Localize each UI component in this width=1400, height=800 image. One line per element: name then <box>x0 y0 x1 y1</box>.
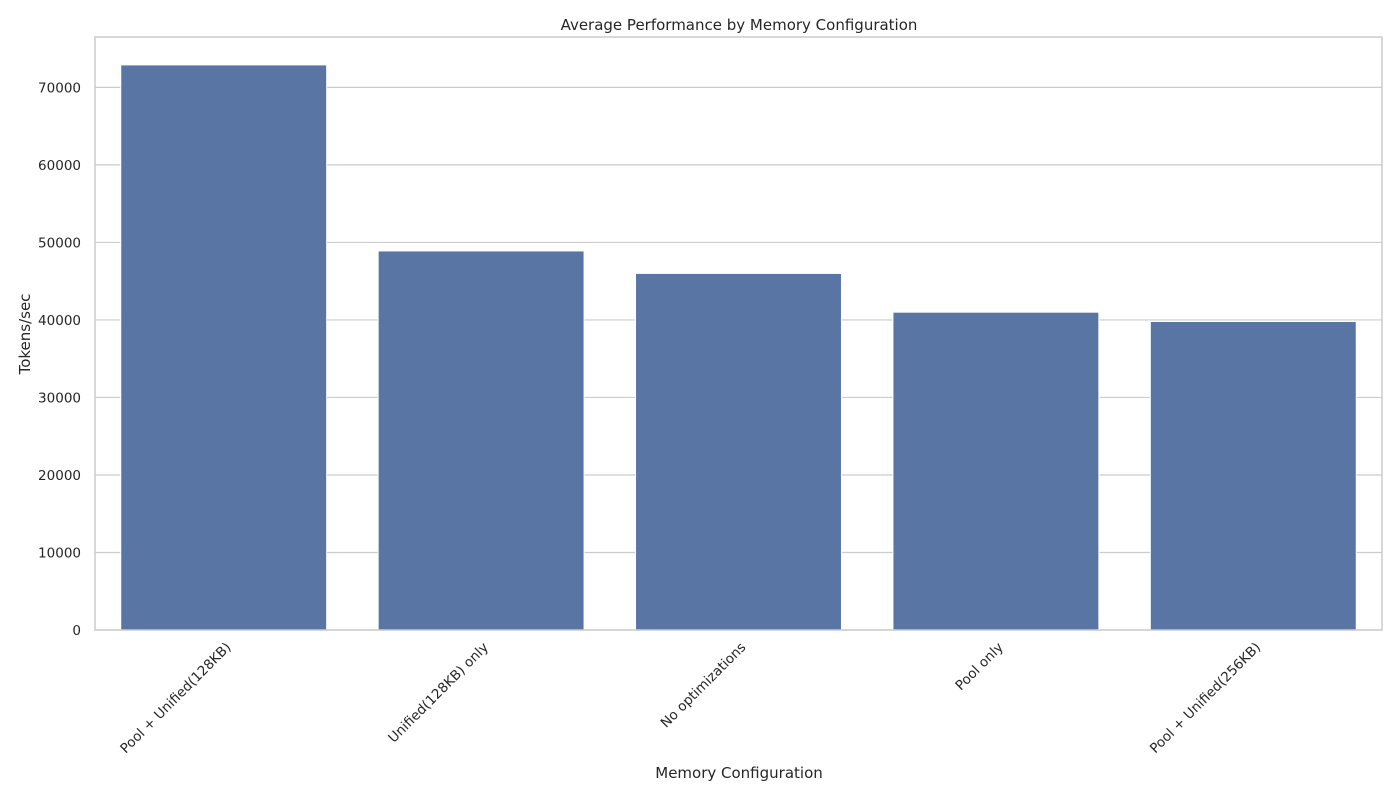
y-tick-label: 60000 <box>38 158 81 174</box>
bars <box>120 64 1357 631</box>
y-tick-label: 10000 <box>38 545 81 561</box>
x-tick-labels: Pool + Unified(128KB) Unified(128KB) only… <box>117 640 1264 757</box>
y-tick-label: 50000 <box>38 235 81 251</box>
bar <box>892 311 1100 631</box>
y-tick-label: 20000 <box>38 468 81 484</box>
bar <box>377 250 585 631</box>
x-tick-label: Pool only <box>952 640 1006 694</box>
plot-frame <box>94 36 1383 631</box>
x-tick-label: Unified(128KB) only <box>385 640 492 747</box>
bar <box>635 272 842 631</box>
bar <box>120 64 328 631</box>
y-tick-label: 40000 <box>38 313 81 329</box>
y-tick-label: 30000 <box>38 390 81 406</box>
x-tick-label: No optimizations <box>658 640 750 732</box>
y-tick-labels: 0 10000 20000 30000 40000 50000 60000 70000 <box>38 80 81 639</box>
x-axis-label: Memory Configuration <box>655 764 823 782</box>
chart-title: Average Performance by Memory Configurat… <box>561 16 918 34</box>
y-tick-label: 0 <box>72 623 81 639</box>
x-tick-label: Pool + Unified(256KB) <box>1147 640 1264 757</box>
x-tick-label: Pool + Unified(128KB) <box>117 640 234 757</box>
y-tick-label: 70000 <box>38 80 81 96</box>
y-axis-label: Tokens/sec <box>16 294 34 376</box>
bar <box>1149 320 1357 631</box>
